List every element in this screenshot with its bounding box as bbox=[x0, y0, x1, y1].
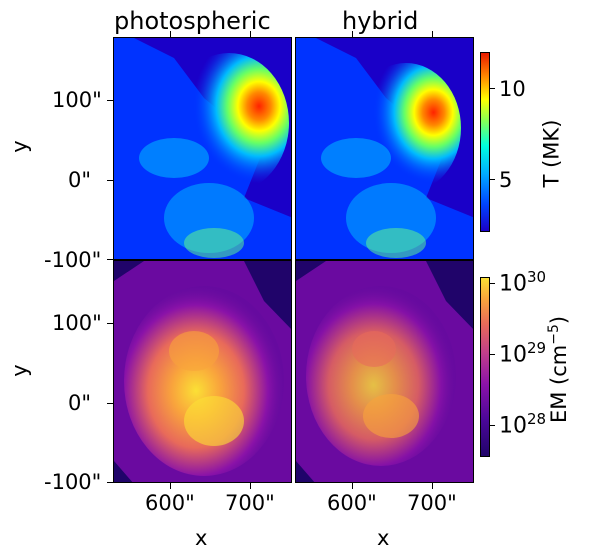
temperature-image bbox=[114, 38, 291, 259]
temperature-map-hybrid bbox=[295, 37, 474, 260]
emission-measure-image bbox=[114, 261, 291, 482]
ylabel-top: y bbox=[7, 140, 32, 153]
xtick-right-700: 700" bbox=[407, 491, 457, 515]
temperature-colorbar-tick-10: 10 bbox=[499, 77, 526, 101]
ytick-top-minus100: -100" bbox=[44, 248, 102, 272]
column-title-hybrid: hybrid bbox=[342, 7, 419, 35]
ytick-top-100: 100" bbox=[52, 88, 102, 112]
xtick-left-700: 700" bbox=[225, 491, 275, 515]
ytick-bottom-100: 100" bbox=[52, 311, 102, 335]
em-colorbar-tick-1e30: 1030 bbox=[499, 268, 547, 297]
temperature-colorbar bbox=[480, 52, 490, 232]
emission-measure-image bbox=[296, 261, 473, 482]
temperature-colorbar-tick-5: 5 bbox=[499, 168, 513, 192]
temperature-map-photospheric bbox=[113, 37, 292, 260]
ylabel-bottom: y bbox=[7, 364, 32, 377]
xlabel-left: x bbox=[195, 526, 208, 550]
ytick-bottom-0: 0" bbox=[68, 391, 92, 415]
column-title-photospheric: photospheric bbox=[114, 7, 271, 35]
temperature-image bbox=[296, 38, 473, 259]
ytick-bottom-minus100: -100" bbox=[44, 470, 102, 494]
em-colorbar-tick-1e28: 1028 bbox=[499, 410, 547, 439]
em-colorbar-tick-1e29: 1029 bbox=[499, 339, 547, 368]
xlabel-right: x bbox=[377, 526, 390, 550]
emission-measure-colorbar bbox=[480, 277, 490, 457]
emission-measure-map-photospheric bbox=[113, 260, 292, 483]
xtick-left-600: 600" bbox=[145, 491, 195, 515]
emission-measure-colorbar-label: EM (cm−5) bbox=[546, 315, 572, 424]
temperature-colorbar-label: T (MK) bbox=[539, 119, 564, 188]
xtick-right-600: 600" bbox=[327, 491, 377, 515]
ytick-top-0: 0" bbox=[68, 168, 92, 192]
emission-measure-map-hybrid bbox=[295, 260, 474, 483]
